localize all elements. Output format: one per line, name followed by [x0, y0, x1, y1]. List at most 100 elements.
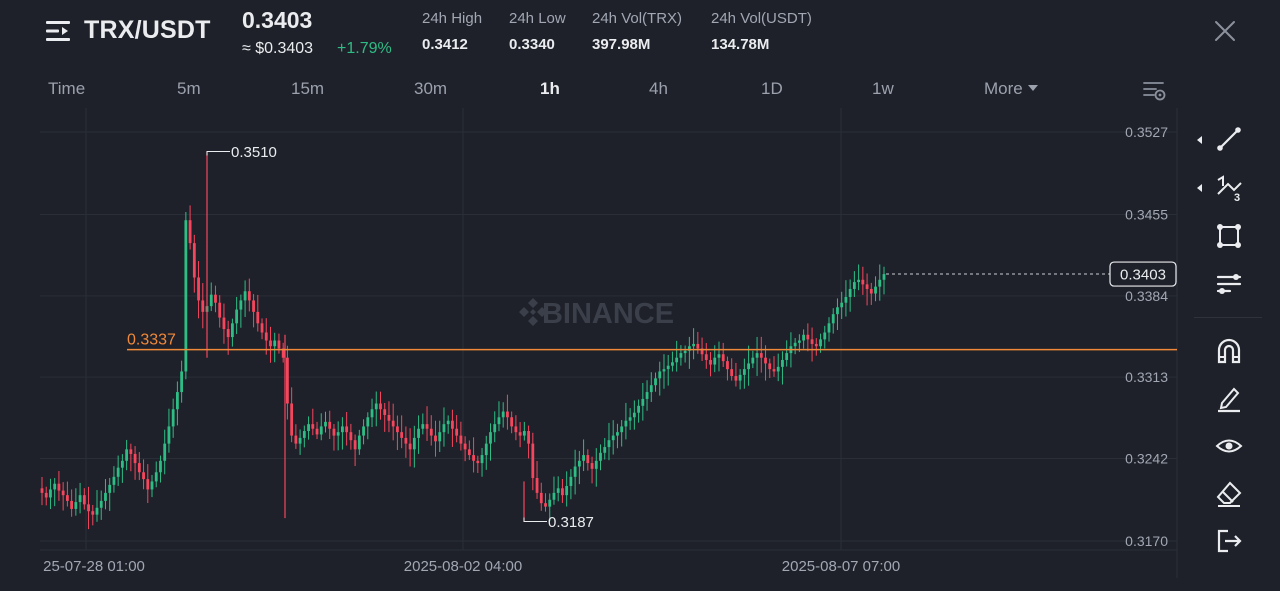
- candle-body: [671, 362, 674, 366]
- candle-body: [480, 455, 484, 464]
- close-icon[interactable]: [1213, 19, 1237, 43]
- current-price-label: 0.3403: [1120, 267, 1166, 284]
- x-tick-label: 2025-08-07 07:00: [782, 558, 900, 575]
- eye-icon[interactable]: [1214, 431, 1244, 461]
- menu-icon[interactable]: [46, 19, 72, 43]
- candle-body: [594, 460, 598, 469]
- candle-body: [755, 353, 759, 358]
- candle-body: [374, 403, 378, 410]
- candle-body: [472, 455, 475, 461]
- candle-body: [793, 342, 797, 347]
- candle-body: [484, 443, 488, 456]
- candle-body: [294, 435, 298, 444]
- candle-body: [116, 467, 120, 477]
- candle-body: [61, 490, 65, 496]
- candle-body: [290, 403, 294, 436]
- tab-15m[interactable]: 15m: [291, 79, 325, 98]
- candle-body: [379, 403, 382, 410]
- candle-body: [332, 428, 336, 436]
- candle-body: [561, 488, 564, 496]
- candle-body: [683, 350, 687, 354]
- candle-body: [353, 440, 357, 450]
- candle-body: [768, 363, 772, 370]
- tab-1d[interactable]: 1D: [761, 79, 783, 98]
- candle-body: [298, 437, 302, 444]
- candle-body: [154, 472, 158, 482]
- chart-axes: 0.3527 0.3455 0.3384 0.3313 0.3242 0.3170 25-0…: [43, 124, 1168, 575]
- tab-4h[interactable]: 4h: [649, 79, 668, 98]
- expand-arrow-icon[interactable]: [1197, 184, 1202, 192]
- candle-body: [590, 463, 594, 469]
- pair-title[interactable]: TRX/USDT: [84, 16, 211, 44]
- candle-body: [421, 424, 425, 429]
- eraser-icon[interactable]: [1214, 478, 1244, 508]
- fibonacci-icon[interactable]: 3: [1214, 172, 1244, 204]
- candle-body: [269, 340, 272, 347]
- candle-body: [493, 424, 497, 433]
- candle-body: [506, 411, 509, 418]
- candle-body: [243, 291, 247, 301]
- candle-body: [53, 483, 57, 490]
- candle-body: [252, 300, 255, 312]
- tab-1h[interactable]: 1h: [540, 79, 560, 98]
- tab-more[interactable]: More: [984, 79, 1038, 99]
- y-tick-label: 0.3170: [1125, 533, 1168, 549]
- candle-body: [611, 435, 615, 441]
- candle-body: [197, 277, 200, 301]
- chevron-down-icon: [1027, 84, 1038, 91]
- y-tick-label: 0.3242: [1125, 451, 1168, 467]
- stat-value: 0.3340: [509, 36, 555, 53]
- tab-time[interactable]: Time: [48, 79, 86, 98]
- y-tick-label: 0.3313: [1125, 369, 1168, 385]
- candle-body: [281, 348, 285, 358]
- chart-overlays: 0.3337 0.3403 0.3510 0.3187: [127, 144, 1177, 531]
- candle-body: [721, 354, 725, 362]
- ticker-header: TRX/USDT 0.3403 ≈ $0.3403 +1.79% 24h Hig…: [0, 0, 1280, 70]
- candle-body: [730, 369, 734, 377]
- candle-body: [831, 314, 835, 324]
- candle-body: [408, 443, 412, 450]
- candle-body: [429, 428, 433, 436]
- candle-body: [645, 392, 649, 399]
- candle-body: [391, 420, 395, 427]
- chart-settings-icon[interactable]: [1143, 80, 1167, 102]
- candle-body: [396, 426, 399, 433]
- tab-5m[interactable]: 5m: [177, 79, 201, 98]
- magnet-icon[interactable]: [1214, 336, 1244, 366]
- candle-body: [201, 300, 205, 312]
- trend-line-icon[interactable]: [1214, 124, 1244, 154]
- candle-body: [840, 302, 844, 308]
- expand-arrow-icon[interactable]: [1197, 136, 1202, 144]
- candle-body: [704, 354, 708, 360]
- candle-body: [142, 472, 145, 480]
- candle-body: [150, 481, 154, 490]
- exit-icon[interactable]: [1214, 526, 1244, 556]
- candle-body: [175, 392, 179, 410]
- pen-icon[interactable]: [1214, 383, 1244, 413]
- candle-body: [582, 455, 585, 461]
- tab-1w[interactable]: 1w: [872, 79, 894, 98]
- stat-value: 397.98M: [592, 36, 651, 53]
- candle-body: [510, 417, 514, 427]
- candle-body: [302, 431, 306, 438]
- candle-body: [256, 311, 260, 324]
- candle-body: [159, 460, 162, 473]
- candle-body: [759, 353, 763, 358]
- tab-30m[interactable]: 30m: [414, 79, 448, 98]
- y-tick-label: 0.3455: [1125, 206, 1168, 222]
- candle-body: [417, 428, 420, 438]
- candle-body: [349, 432, 353, 441]
- candle-body: [324, 421, 327, 427]
- candle-body: [125, 449, 129, 461]
- candle-body: [163, 443, 167, 461]
- candle-body: [226, 329, 230, 338]
- candle-body: [679, 353, 683, 358]
- indicator-icon[interactable]: [1214, 269, 1244, 299]
- alert-line-label: 0.3337: [127, 332, 176, 349]
- stat-24h-high: 24h High 0.3412: [422, 10, 482, 53]
- candle-body: [742, 369, 746, 375]
- candle-body: [167, 426, 171, 444]
- candle-body: [726, 361, 729, 370]
- shape-icon[interactable]: [1214, 221, 1244, 251]
